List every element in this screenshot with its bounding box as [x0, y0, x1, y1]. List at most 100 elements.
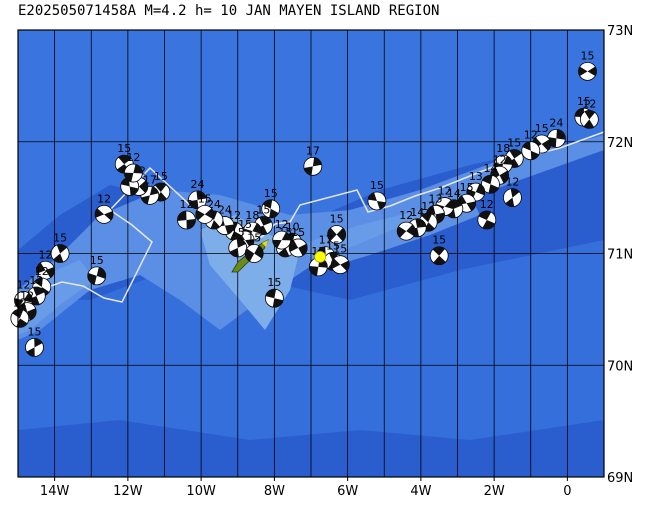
depth-label: 13 — [429, 192, 443, 205]
focal-mechanisms: 1515122415121518121412131512141213121412… — [10, 49, 599, 357]
depth-label: 12 — [421, 200, 435, 213]
map-title: E202505071458A M=4.2 h= 10 JAN MAYEN ISL… — [18, 3, 440, 19]
beachball-compression — [331, 258, 350, 271]
focal-mechanism: 15 — [25, 325, 44, 357]
depth-label: 15 — [267, 276, 281, 289]
longitude-label: 10W — [186, 484, 216, 499]
longitude-label: 2W — [484, 484, 505, 499]
depth-label: 15 — [330, 213, 344, 226]
focal-mechanism: 17 — [303, 144, 323, 176]
beachball-compression — [432, 246, 446, 265]
beachball-compression — [522, 141, 540, 160]
beachball-compression — [265, 289, 284, 308]
depth-label: 17 — [319, 234, 333, 247]
depth-label: 12 — [399, 209, 413, 222]
focal-mechanism: 15 — [330, 243, 350, 275]
depth-label: 15 — [432, 234, 446, 247]
depth-label: 12 — [38, 248, 52, 261]
depth-label: 12 — [16, 278, 30, 291]
beachball-compression — [532, 137, 551, 151]
beachball-compression — [229, 238, 246, 257]
longitude-label: 4W — [410, 484, 431, 499]
beachball-compression — [195, 208, 214, 221]
focal-mechanism: 15 — [367, 179, 387, 211]
depth-label: 24 — [549, 116, 563, 129]
focal-mechanism: 12 — [14, 278, 33, 310]
longitude-label: 12W — [113, 484, 143, 499]
depth-label: 15 — [291, 226, 305, 239]
beachball-compression — [289, 240, 308, 256]
latitude-label: 73N — [607, 24, 633, 39]
depth-label: 15 — [264, 187, 278, 200]
beachball-compression — [124, 164, 143, 182]
focal-mechanism: 24 — [546, 116, 566, 148]
focal-mechanism: 15 — [429, 234, 449, 266]
focal-mechanism: 12 — [396, 209, 416, 241]
depth-label: 15 — [247, 232, 261, 245]
focal-mechanism: 14 — [481, 162, 500, 194]
focal-mechanism: 15 — [261, 187, 281, 219]
longitude-labels: 14W 12W 10W 8W 6W 4W 2W 0 — [40, 477, 572, 499]
beachball-compression — [397, 224, 416, 238]
volcano-marker — [262, 240, 268, 247]
beachball-compression — [177, 210, 196, 229]
depth-label: 15 — [535, 122, 549, 135]
depth-label: 12 — [438, 185, 452, 198]
beachball-compression — [141, 186, 159, 205]
focal-mechanism: 15 — [244, 232, 264, 263]
depth-label: 12 — [493, 153, 507, 166]
focal-mechanism: 12 — [477, 198, 497, 230]
latitude-label: 69N — [607, 471, 633, 486]
depth-label: 15 — [117, 142, 131, 155]
depth-label: 14 — [483, 162, 497, 175]
beachball-compression — [578, 66, 597, 77]
beachball-compression — [583, 110, 596, 129]
beachball-compression — [87, 267, 106, 285]
focal-mechanism: 12 — [94, 192, 114, 224]
beachball-compression — [368, 192, 386, 210]
depth-label: 12 — [97, 192, 111, 205]
shelf-area-west — [18, 260, 95, 335]
focal-mechanism: 12 — [521, 129, 541, 161]
beachball-compression — [53, 244, 67, 263]
focal-mechanism: 12 — [503, 176, 522, 208]
beachball-compression — [12, 309, 28, 328]
depth-label: 15 — [27, 325, 41, 338]
focal-mechanism: 15 — [195, 192, 215, 224]
beachball-compression — [262, 199, 279, 218]
focal-mechanism: 12 — [177, 198, 196, 230]
beachball-compression — [426, 205, 445, 224]
depth-label: 18 — [496, 142, 510, 155]
beachball-compression — [14, 292, 33, 308]
beachball-compression — [188, 190, 207, 209]
beachball-compression — [457, 195, 476, 211]
focal-mechanism: 12 — [272, 218, 292, 250]
depth-label: 15 — [460, 181, 474, 194]
latitude-label: 72N — [607, 136, 633, 151]
depth-label: 12 — [582, 97, 596, 110]
beachball-compression — [36, 262, 55, 278]
depth-label: 15 — [231, 226, 245, 239]
depth-label: 17 — [306, 144, 320, 157]
latitude-label: 71N — [607, 248, 633, 263]
beachball-compression — [95, 208, 114, 221]
beachball-compression — [18, 302, 37, 321]
beachball-compression — [327, 227, 346, 242]
beachball-compression — [421, 213, 435, 232]
depth-label: 15 — [326, 239, 340, 252]
focal-mechanism: 12 — [10, 296, 30, 328]
beachball-compression — [272, 232, 291, 249]
depth-label: 15 — [198, 192, 212, 205]
depth-label: 12 — [505, 176, 519, 189]
depth-label: 14 — [447, 187, 461, 200]
beachball-compression — [120, 177, 139, 196]
depth-label: 12 — [179, 198, 193, 211]
depth-label: 15 — [370, 179, 384, 192]
depth-label: 24 — [218, 204, 232, 217]
depth-label: 12 — [35, 265, 49, 278]
focal-mechanism: 15 — [264, 276, 284, 308]
depth-label: 12 — [480, 198, 494, 211]
beachball-compression — [478, 210, 496, 229]
latitude-labels: 73N 72N 71N 70N 69N — [607, 24, 633, 486]
